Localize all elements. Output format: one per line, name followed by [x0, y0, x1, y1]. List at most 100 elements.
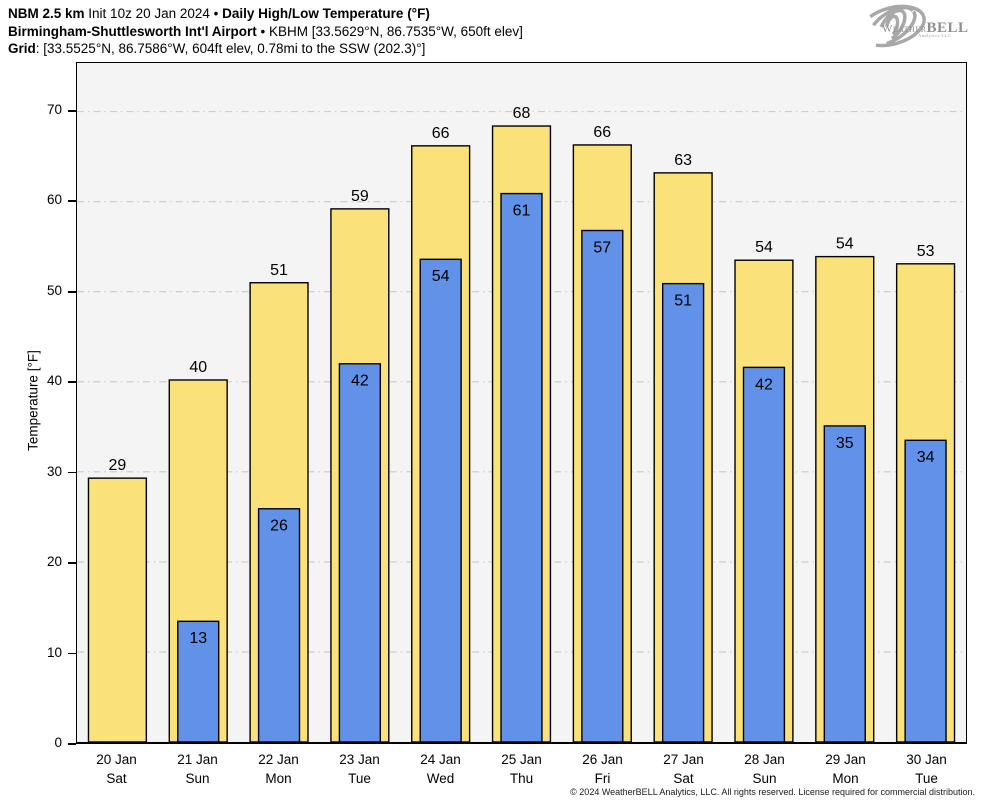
low-value-label: 42	[755, 376, 773, 393]
low-bar	[904, 439, 947, 742]
x-tick-label: 22 Jan Mon	[234, 750, 324, 788]
low-value-label: 26	[270, 518, 288, 535]
high-value-label: 66	[593, 124, 611, 141]
y-axis-label: Temperature [°F]	[25, 350, 41, 451]
y-tick	[68, 290, 76, 293]
x-tick-date: 21 Jan	[177, 752, 218, 767]
low-bar	[742, 366, 786, 742]
low-value-label: 35	[836, 435, 854, 452]
x-tick-day: Mon	[265, 771, 292, 786]
low-value-label: 34	[917, 449, 935, 466]
weatherbell-logo: WeatherBELL Analytics LLC	[856, 2, 978, 50]
grid-label: Grid	[8, 41, 36, 56]
y-tick	[68, 743, 76, 745]
low-value-label: 54	[432, 268, 450, 285]
header-line-3: Grid: [33.5525°N, 86.7586°W, 604ft elev,…	[8, 40, 523, 58]
high-value-label: 66	[432, 125, 450, 142]
high-value-label: 29	[109, 457, 127, 474]
separator-dot: •	[213, 6, 219, 21]
x-tick-label: 25 Jan Thu	[477, 750, 567, 788]
init-time: Init 10z 20 Jan 2024	[88, 6, 210, 21]
high-value-label: 68	[513, 105, 531, 122]
high-value-label: 54	[755, 239, 773, 256]
high-value-label: 40	[189, 359, 207, 376]
x-tick-date: 28 Jan	[744, 752, 785, 767]
low-value-label: 61	[513, 202, 531, 219]
x-tick-date: 26 Jan	[582, 752, 623, 767]
low-bar	[338, 363, 382, 742]
low-bar	[500, 192, 543, 742]
y-tick	[68, 471, 76, 474]
x-tick-day: Wed	[426, 771, 455, 786]
x-tick-day: Sun	[185, 771, 210, 786]
model-name: NBM 2.5 km	[8, 6, 85, 21]
x-tick-day: Sat	[673, 771, 694, 786]
high-value-label: 51	[270, 262, 288, 279]
header-line-2: Birmingham-Shuttlesworth Int'l Airport •…	[8, 23, 523, 41]
high-value-label: 63	[674, 152, 692, 169]
high-value-label: 59	[351, 188, 369, 205]
x-tick-label: 30 Jan Tue	[882, 750, 972, 788]
copyright-notice: © 2024 WeatherBELL Analytics, LLC. All r…	[570, 787, 975, 797]
station-name: Birmingham-Shuttlesworth Int'l Airport	[8, 23, 257, 39]
logo-wordmark: WeatherBELL	[882, 19, 969, 37]
x-tick-day: Sat	[106, 771, 127, 786]
low-bar	[823, 425, 866, 742]
station-info: KBHM [33.5629°N, 86.7535°W, 650ft elev]	[268, 23, 523, 39]
x-tick-label: 20 Jan Sat	[72, 750, 162, 788]
y-tick	[68, 200, 76, 203]
separator-dot: •	[260, 23, 266, 39]
x-tick-date: 29 Jan	[825, 752, 866, 767]
y-tick-label: 0	[54, 735, 62, 750]
x-tick-label: 29 Jan Mon	[801, 750, 891, 788]
y-tick-label: 60	[46, 192, 62, 208]
x-tick-label: 27 Jan Sat	[639, 750, 729, 788]
x-tick-label: 24 Jan Wed	[396, 750, 486, 788]
y-tick-label: 10	[46, 644, 62, 660]
y-tick-label: 20	[46, 554, 62, 570]
x-tick-date: 25 Jan	[501, 752, 542, 767]
y-tick	[68, 381, 76, 383]
header-line-1: NBM 2.5 km Init 10z 20 Jan 2024 • Daily …	[8, 5, 523, 23]
x-tick-day: Tue	[348, 771, 371, 786]
x-tick-day: Mon	[832, 771, 859, 786]
high-value-label: 54	[836, 236, 854, 253]
y-tick-label: 40	[46, 373, 62, 389]
x-tick-label: 28 Jan Sun	[720, 750, 810, 788]
x-tick-label: 26 Jan Fri	[558, 750, 648, 788]
logo-subtitle: Analytics LLC	[918, 33, 952, 38]
x-tick-date: 20 Jan	[96, 752, 137, 767]
x-tick-date: 23 Jan	[339, 752, 380, 767]
plot-area: 29 40 13 51 26 59 42 66 54 68 61 66 57 63 51 54 42 54 35 53…	[76, 62, 967, 744]
logo-weather-text: Weather	[882, 23, 927, 35]
y-tick	[68, 562, 76, 564]
y-tick-label: 30	[46, 463, 62, 479]
high-bar	[87, 477, 148, 742]
hurricane-swirl-icon	[858, 4, 926, 48]
low-value-label: 13	[189, 630, 207, 647]
low-bar	[177, 620, 220, 742]
low-value-label: 42	[351, 373, 369, 390]
chart-header: NBM 2.5 km Init 10z 20 Jan 2024 • Daily …	[8, 5, 523, 58]
low-bar	[419, 258, 462, 742]
x-tick-label: 23 Jan Tue	[315, 750, 405, 788]
low-bar	[257, 508, 301, 742]
x-tick-day: Fri	[594, 771, 611, 786]
y-tick	[68, 652, 76, 655]
x-tick-date: 30 Jan	[906, 752, 947, 767]
x-tick-date: 24 Jan	[420, 752, 461, 767]
chart-title: Daily High/Low Temperature (°F)	[222, 6, 430, 21]
logo-bell-text: BELL	[926, 20, 969, 36]
y-tick	[68, 110, 76, 112]
y-tick-label: 70	[46, 101, 62, 117]
y-tick-label: 50	[46, 282, 62, 298]
high-value-label: 53	[917, 243, 935, 260]
x-tick-date: 27 Jan	[663, 752, 704, 767]
low-value-label: 51	[674, 293, 692, 310]
chart-svg: 29 40 13 51 26 59 42 66 54 68 61 66 57 63 51 54 42 54 35 53…	[77, 105, 966, 742]
x-tick-day: Thu	[509, 771, 534, 786]
low-bar	[581, 229, 624, 742]
x-tick-label: 21 Jan Sun	[153, 750, 243, 788]
x-tick-day: Sun	[752, 771, 777, 786]
